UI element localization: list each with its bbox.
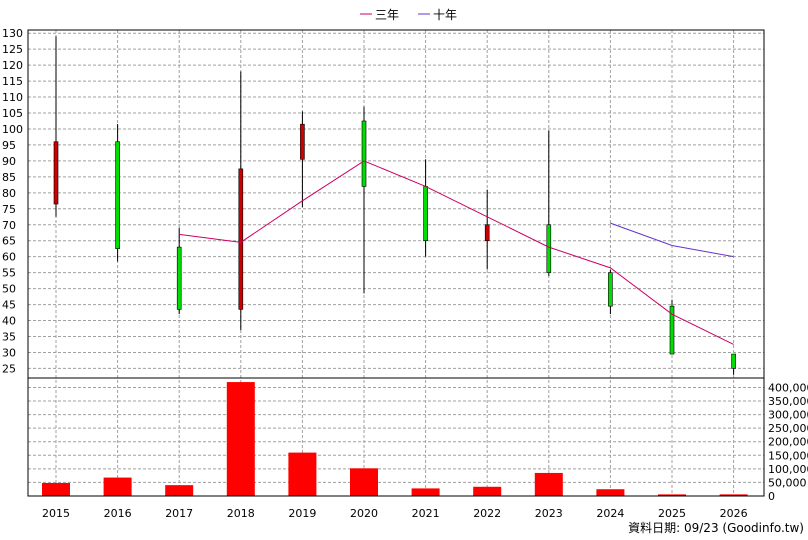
volume-bar — [719, 494, 748, 496]
volume-bar — [350, 468, 378, 496]
price-tick-label: 35 — [2, 330, 16, 343]
price-tick-label: 85 — [2, 171, 16, 184]
footer-source: 資料日期: 09/23 (Goodinfo.tw) — [628, 521, 804, 535]
year-axis-labels: 2015 2016 2017 2018 2019 2020 2021 2022 2023 2024… — [42, 507, 748, 520]
year-tick-label: 2025 — [658, 507, 686, 520]
year-tick-label: 2026 — [720, 507, 748, 520]
volume-bar — [658, 494, 686, 496]
candle-body — [300, 123, 305, 160]
price-tick-label: 120 — [2, 59, 23, 72]
price-tick-label: 90 — [2, 155, 16, 168]
average-line — [610, 222, 734, 258]
year-tick-label: 2021 — [412, 507, 440, 520]
price-tick-label: 30 — [2, 346, 16, 359]
price-tick-label: 70 — [2, 219, 16, 232]
price-tick-label: 95 — [2, 139, 16, 152]
volume-bar — [226, 382, 255, 496]
price-tick-label: 130 — [2, 27, 23, 40]
average-lines — [179, 160, 734, 345]
price-tick-label: 100 — [2, 123, 23, 136]
year-tick-label: 2022 — [473, 507, 501, 520]
candle-body — [115, 141, 120, 249]
volume-bar — [42, 482, 70, 496]
volume-bar — [534, 472, 563, 496]
candlesticks — [53, 36, 736, 375]
volume-bar — [288, 452, 317, 496]
volume-tick-label: 150,000 — [768, 449, 808, 462]
price-tick-label: 40 — [2, 315, 16, 328]
price-tick-label: 115 — [2, 75, 23, 88]
volume-bars — [42, 382, 748, 496]
year-tick-label: 2015 — [42, 507, 70, 520]
year-tick-label: 2023 — [535, 507, 563, 520]
volume-bar — [103, 477, 132, 496]
plot-frame — [27, 29, 765, 497]
volume-tick-label: 200,000 — [768, 436, 808, 449]
price-tick-label: 50 — [2, 283, 16, 296]
price-tick-label: 125 — [2, 43, 23, 56]
price-axis-labels: 25 30 35 40 45 50 55 60 65 70 75 80 85 90 95 100 105 110 1… — [2, 27, 23, 375]
volume-tick-label: 50,000 — [768, 476, 807, 489]
legend: 三年 十年 — [360, 8, 457, 22]
price-tick-label: 55 — [2, 267, 16, 280]
year-tick-label: 2024 — [596, 507, 624, 520]
price-tick-label: 75 — [2, 203, 16, 216]
candle-body — [53, 141, 59, 205]
candle-body — [238, 168, 244, 310]
volume-axis-labels: 050,000100,000150,000200,000250,000300,0… — [768, 381, 808, 503]
price-tick-label: 25 — [2, 362, 16, 375]
price-tick-label: 60 — [2, 251, 16, 264]
price-tick-label: 110 — [2, 91, 23, 104]
year-tick-label: 2020 — [350, 507, 378, 520]
price-tick-label: 65 — [2, 235, 16, 248]
candle-body — [731, 353, 736, 369]
year-tick-label: 2017 — [165, 507, 193, 520]
volume-tick-label: 400,000 — [768, 381, 808, 394]
volume-tick-label: 300,000 — [768, 409, 808, 422]
candle-body — [546, 224, 552, 273]
volume-bar — [411, 488, 440, 496]
candle-body — [176, 246, 182, 310]
volume-bar — [596, 489, 625, 496]
volume-tick-label: 350,000 — [768, 395, 808, 408]
year-tick-label: 2018 — [227, 507, 255, 520]
candle-body — [484, 224, 490, 242]
price-tick-label: 80 — [2, 187, 16, 200]
volume-tick-label: 0 — [768, 490, 775, 503]
year-tick-label: 2016 — [104, 507, 132, 520]
price-tick-label: 45 — [2, 299, 16, 312]
legend-label: 三年 — [375, 8, 399, 22]
candle-body — [361, 120, 367, 187]
volume-bar — [473, 486, 502, 496]
price-tick-label: 105 — [2, 107, 23, 120]
volume-tick-label: 250,000 — [768, 422, 808, 435]
candle-body — [669, 305, 675, 355]
legend-label: 十年 — [433, 8, 457, 22]
average-line — [179, 160, 734, 345]
volume-bar — [165, 485, 194, 496]
year-tick-label: 2019 — [288, 507, 316, 520]
candle-body — [423, 186, 428, 242]
volume-tick-label: 100,000 — [768, 463, 808, 476]
candle-body — [608, 272, 613, 307]
